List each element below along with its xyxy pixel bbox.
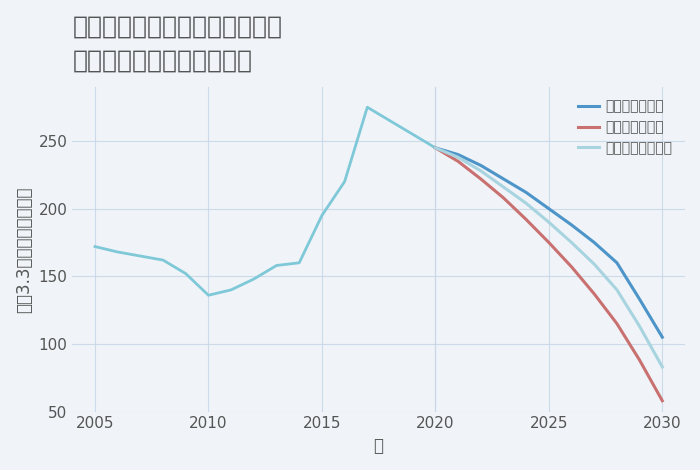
- バッドシナリオ: [431, 145, 440, 150]
- バッドシナリオ: [454, 158, 462, 164]
- バッドシナリオ: [612, 321, 621, 327]
- バッドシナリオ: [658, 398, 666, 404]
- バッドシナリオ: [567, 264, 575, 270]
- ノーマルシナリオ: [636, 323, 644, 329]
- ノーマルシナリオ: [612, 287, 621, 293]
- グッドシナリオ: [612, 260, 621, 266]
- Line: バッドシナリオ: バッドシナリオ: [435, 148, 662, 401]
- グッドシナリオ: [567, 222, 575, 228]
- Text: 神奈川県横浜市中区日ノ出町の
中古マンションの価格推移: 神奈川県横浜市中区日ノ出町の 中古マンションの価格推移: [72, 15, 282, 72]
- ノーマルシナリオ: [545, 219, 553, 225]
- グッドシナリオ: [636, 297, 644, 302]
- Y-axis label: 坪（3.3㎡）単価（万円）: 坪（3.3㎡）単価（万円）: [15, 186, 33, 313]
- グッドシナリオ: [477, 163, 485, 168]
- ノーマルシナリオ: [431, 145, 440, 150]
- ノーマルシナリオ: [499, 184, 508, 190]
- バッドシナリオ: [522, 217, 531, 222]
- ノーマルシナリオ: [522, 200, 531, 206]
- Line: グッドシナリオ: グッドシナリオ: [435, 148, 662, 337]
- グッドシナリオ: [590, 240, 598, 245]
- ノーマルシナリオ: [477, 168, 485, 173]
- バッドシナリオ: [477, 176, 485, 182]
- グッドシナリオ: [454, 152, 462, 157]
- Legend: グッドシナリオ, バッドシナリオ, ノーマルシナリオ: グッドシナリオ, バッドシナリオ, ノーマルシナリオ: [572, 94, 678, 161]
- バッドシナリオ: [636, 357, 644, 363]
- X-axis label: 年: 年: [374, 437, 384, 455]
- バッドシナリオ: [590, 291, 598, 297]
- ノーマルシナリオ: [567, 240, 575, 245]
- グッドシナリオ: [499, 176, 508, 182]
- グッドシナリオ: [658, 334, 666, 340]
- バッドシナリオ: [545, 240, 553, 245]
- ノーマルシナリオ: [454, 155, 462, 160]
- グッドシナリオ: [545, 206, 553, 212]
- Line: ノーマルシナリオ: ノーマルシナリオ: [435, 148, 662, 367]
- ノーマルシナリオ: [590, 261, 598, 267]
- グッドシナリオ: [431, 145, 440, 150]
- グッドシナリオ: [522, 189, 531, 195]
- バッドシナリオ: [499, 195, 508, 201]
- ノーマルシナリオ: [658, 364, 666, 370]
